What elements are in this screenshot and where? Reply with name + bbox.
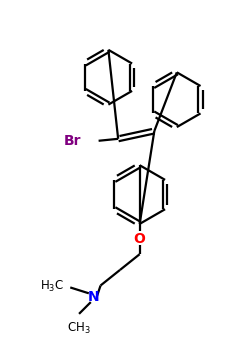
Text: N: N (88, 290, 100, 304)
Text: CH$_3$: CH$_3$ (67, 321, 91, 336)
Text: Br: Br (64, 134, 81, 148)
Text: O: O (134, 232, 145, 246)
Text: H$_3$C: H$_3$C (40, 279, 64, 294)
